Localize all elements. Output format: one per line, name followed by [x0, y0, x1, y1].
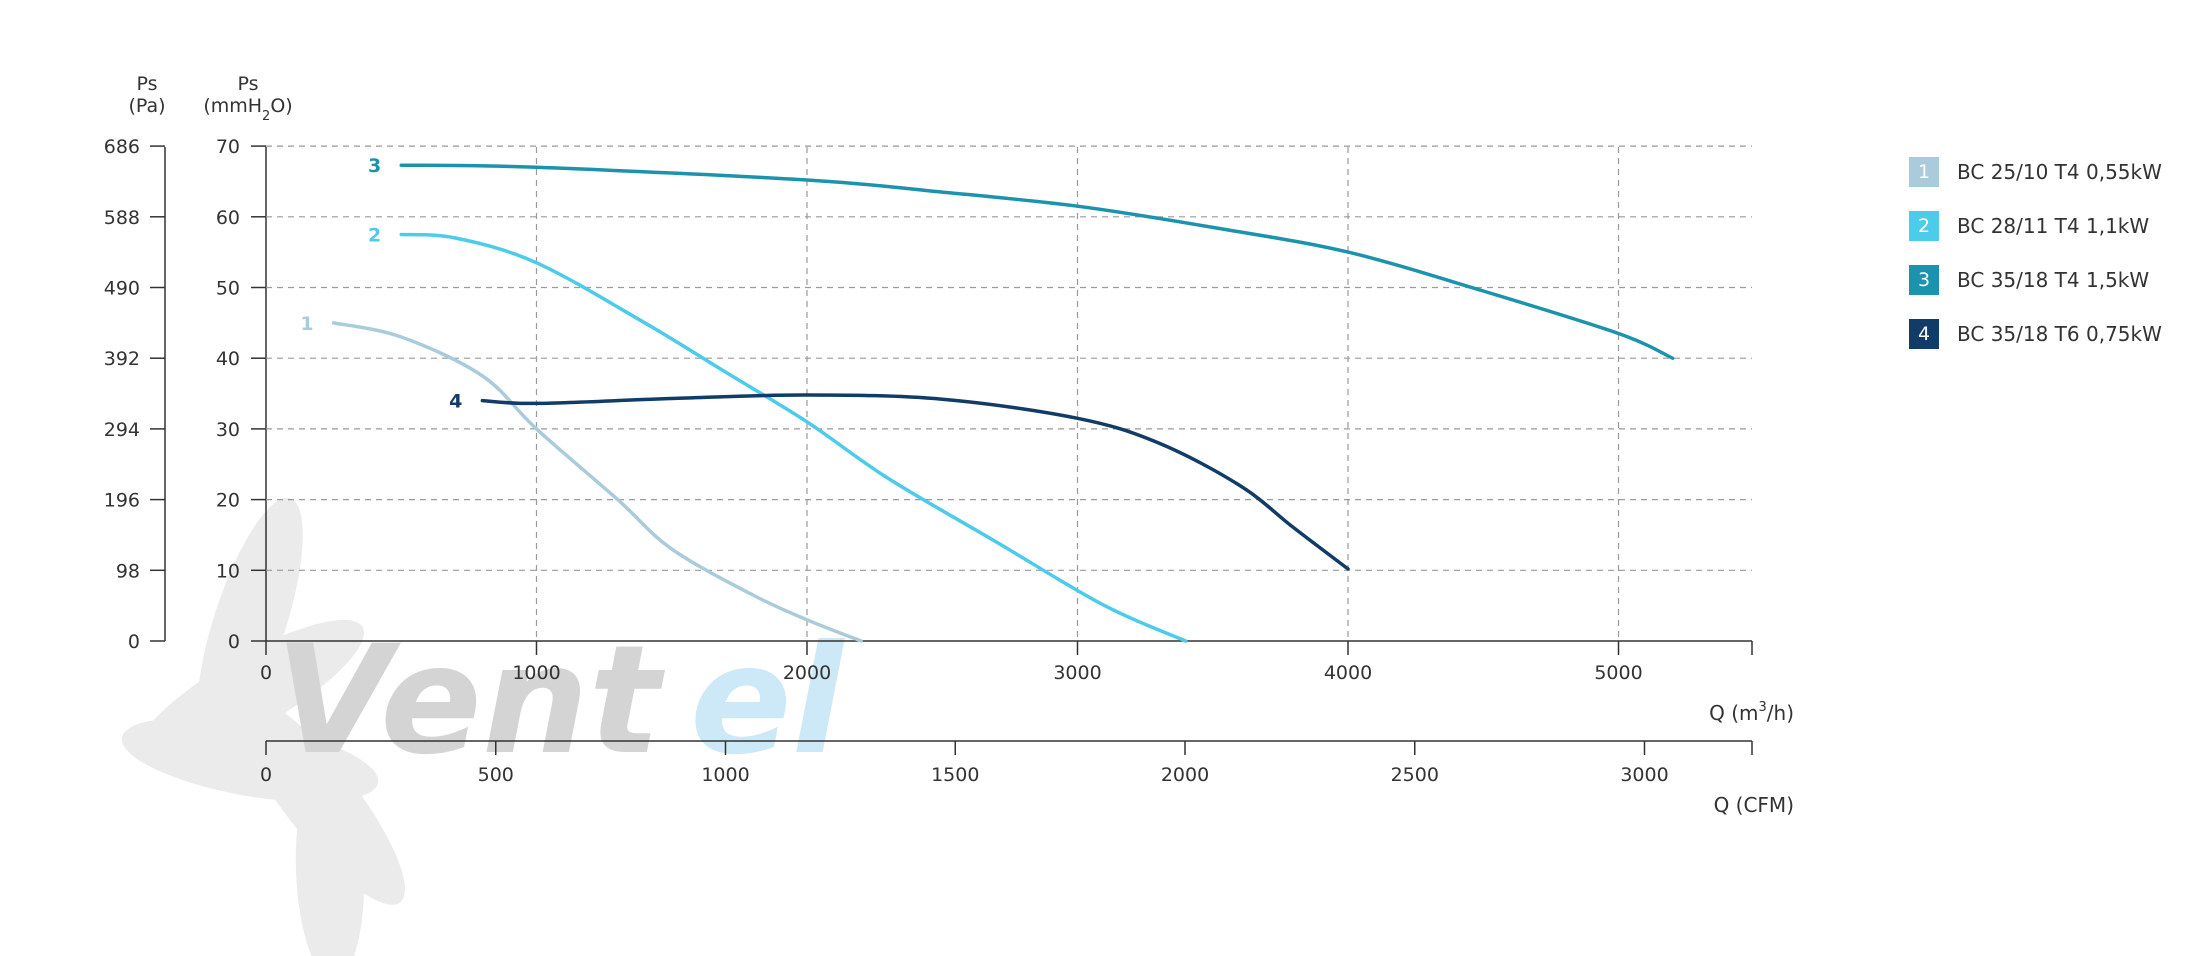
outer-y-tick-label: 0	[128, 631, 140, 653]
x-tick-label-m3h: 2000	[783, 662, 831, 684]
x-ticks-cfm: 0 500 1000 1500 2000 2500 3000	[260, 741, 1753, 786]
series-number-label-4: 4	[449, 391, 462, 413]
series-layer: 1 2 3 4	[300, 155, 1675, 643]
inner-y-tick-label: 30	[216, 419, 240, 441]
legend-label-2: BC 28/11 T4 1,1kW	[1957, 214, 2150, 238]
legend-item-3: 3 BC 35/18 T4 1,5kW	[1909, 253, 2162, 307]
watermark-text-el: el	[690, 614, 846, 788]
x-ticks-m3h: 0 1000 2000 3000 4000 5000	[260, 641, 1753, 684]
inner-y-tick-label: 0	[228, 631, 240, 653]
series-line-1	[331, 321, 863, 643]
series-number-label-1: 1	[300, 313, 313, 335]
x-tick-label-cfm: 3000	[1620, 764, 1668, 786]
x-tick-label-m3h: 5000	[1594, 662, 1642, 684]
legend-item-4: 4 BC 35/18 T6 0,75kW	[1909, 307, 2162, 361]
inner-y-tick-label: 50	[216, 278, 240, 300]
outer-y-tick-label: 686	[104, 136, 140, 158]
inner-y-ticks: 70 60 50 40 30 20 10 0	[216, 136, 266, 653]
outer-y-axis-title-top: Ps	[136, 73, 157, 95]
inner-y-tick-label: 40	[216, 348, 240, 370]
legend-label-3: BC 35/18 T4 1,5kW	[1957, 268, 2150, 292]
x-tick-label-m3h: 4000	[1324, 662, 1372, 684]
outer-y-tick-label: 196	[104, 490, 140, 512]
series-line-4	[480, 393, 1350, 571]
grid-lines	[266, 145, 1752, 641]
x-tick-label-m3h: 0	[260, 662, 272, 684]
series-line-3	[399, 163, 1675, 360]
legend-label-4: BC 35/18 T6 0,75kW	[1957, 322, 2162, 346]
inner-y-tick-label: 10	[216, 560, 240, 582]
x-tick-label-cfm: 1500	[931, 764, 979, 786]
legend-swatch-1: 1	[1909, 157, 1939, 187]
outer-y-tick-label: 392	[104, 348, 140, 370]
outer-y-ticks: 686 588 490 392 294 196 98 0	[104, 136, 165, 653]
legend-swatch-4: 4	[1909, 319, 1939, 349]
inner-y-tick-label: 20	[216, 490, 240, 512]
outer-y-axis-title-unit: (Pa)	[128, 95, 165, 117]
legend-item-2: 2 BC 28/11 T4 1,1kW	[1909, 199, 2162, 253]
x-tick-label-m3h: 1000	[512, 662, 560, 684]
outer-y-tick-label: 294	[104, 419, 140, 441]
outer-y-tick-label: 588	[104, 207, 140, 229]
x-tick-label-cfm: 0	[260, 764, 272, 786]
outer-y-tick-label: 490	[104, 278, 140, 300]
x-axis-title-m3h: Q (m3/h)	[1709, 700, 1794, 725]
legend-label-1: BC 25/10 T4 0,55kW	[1957, 160, 2162, 184]
x-tick-label-cfm: 500	[478, 764, 514, 786]
x-tick-label-m3h: 3000	[1053, 662, 1101, 684]
x-tick-label-cfm: 2500	[1391, 764, 1439, 786]
x-tick-label-cfm: 1000	[701, 764, 749, 786]
legend-swatch-3: 3	[1909, 265, 1939, 295]
inner-y-axis-title-unit: (mmH2O)	[203, 95, 292, 124]
watermark-text-vent: Vent	[275, 614, 666, 788]
fan-watermark-icon	[121, 497, 405, 956]
x-tick-label-cfm: 2000	[1161, 764, 1209, 786]
x-axis-title-cfm: Q (CFM)	[1714, 793, 1794, 817]
outer-y-tick-label: 98	[116, 560, 140, 582]
inner-y-tick-label: 60	[216, 207, 240, 229]
legend: 1 BC 25/10 T4 0,55kW 2 BC 28/11 T4 1,1kW 3 BC…	[1909, 145, 2162, 361]
inner-y-axis-title-top: Ps	[237, 73, 258, 95]
legend-item-1: 1 BC 25/10 T4 0,55kW	[1909, 145, 2162, 199]
legend-swatch-2: 2	[1909, 211, 1939, 241]
series-line-2	[399, 232, 1188, 643]
inner-y-tick-label: 70	[216, 136, 240, 158]
series-number-label-2: 2	[368, 224, 381, 246]
brand-watermark: Vent el	[121, 497, 846, 956]
series-number-label-3: 3	[368, 155, 381, 177]
